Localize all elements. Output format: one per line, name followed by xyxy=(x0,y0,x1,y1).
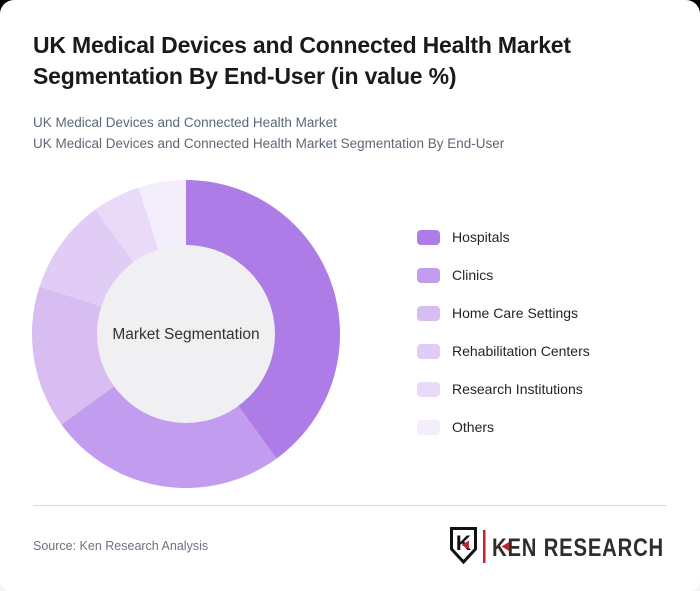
donut-chart: Market Segmentation xyxy=(32,180,341,489)
legend-item-label: Research Institutions xyxy=(452,381,583,397)
logo-shield-red-triangle-icon xyxy=(461,540,469,550)
legend-swatch-icon xyxy=(417,305,440,321)
legend-swatch-icon xyxy=(417,419,440,435)
logo-divider-bar xyxy=(483,530,486,563)
legend-item-rehabilitation-centers[interactable]: Rehabilitation Centers xyxy=(417,332,667,370)
logo-wordmark-red-triangle-icon xyxy=(501,542,509,551)
logo-wordmark: KEN RESEARCH xyxy=(492,534,664,562)
chart-subtitle-line1: UK Medical Devices and Connected Health … xyxy=(33,115,337,130)
legend-swatch-icon xyxy=(417,229,440,245)
legend-item-others[interactable]: Others xyxy=(417,408,667,446)
legend-item-label: Hospitals xyxy=(452,229,510,245)
chart-subtitle-line2: UK Medical Devices and Connected Health … xyxy=(33,135,505,151)
legend-item-home-care-settings[interactable]: Home Care Settings xyxy=(417,294,667,332)
legend-item-clinics[interactable]: Clinics xyxy=(417,256,667,294)
logo-shield-icon: K xyxy=(450,527,477,565)
ken-research-logo-svg: K KEN RESEARCH xyxy=(450,527,664,565)
legend-item-label: Clinics xyxy=(452,267,494,283)
legend-swatch-icon xyxy=(417,381,440,397)
legend-item-hospitals[interactable]: Hospitals xyxy=(417,218,667,256)
footer-divider xyxy=(33,505,667,506)
donut-center xyxy=(97,245,275,423)
legend-item-research-institutions[interactable]: Research Institutions xyxy=(417,370,667,408)
logo-shield-letter: K xyxy=(456,532,471,555)
legend-swatch-icon xyxy=(417,343,440,359)
chart-legend: Hospitals Clinics Home Care Settings Reh… xyxy=(417,218,667,446)
ken-research-logo: K KEN RESEARCH xyxy=(448,525,670,569)
legend-swatch-icon xyxy=(417,267,440,283)
legend-item-label: Home Care Settings xyxy=(452,305,579,321)
legend-item-label: Others xyxy=(452,419,495,435)
chart-subtitle: UK Medical Devices and Connected Health … xyxy=(33,113,653,154)
source-text: Source: Ken Research Analysis xyxy=(33,539,209,553)
donut-center-label: Market Segmentation xyxy=(112,326,259,343)
legend-item-label: Rehabilitation Centers xyxy=(452,343,590,359)
chart-title: UK Medical Devices and Connected Health … xyxy=(33,32,571,89)
